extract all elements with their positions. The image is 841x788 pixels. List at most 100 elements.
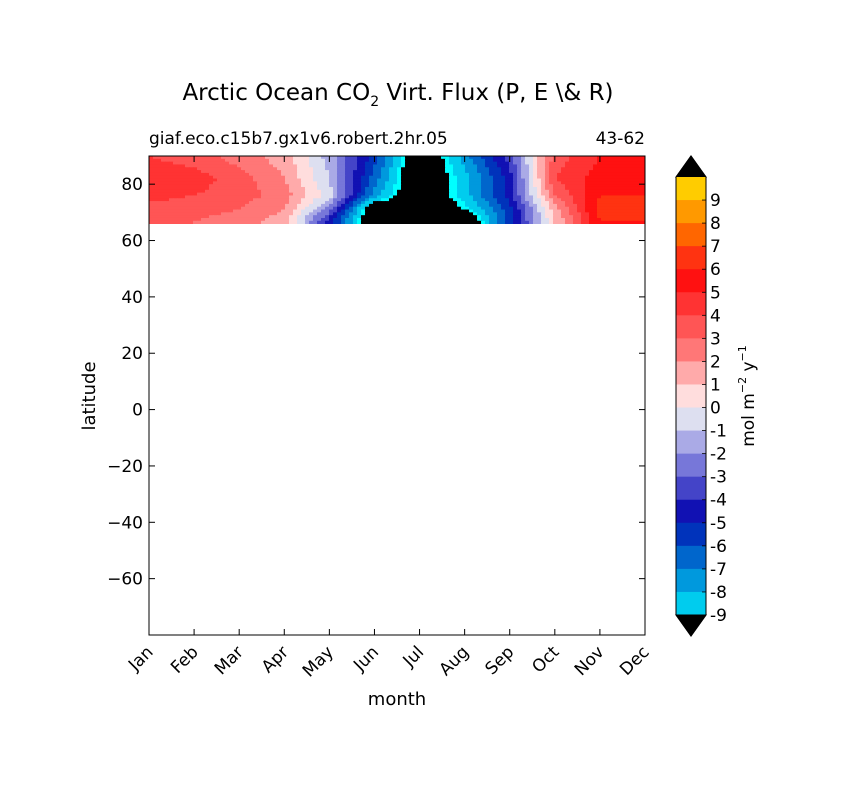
colorbar-bin	[676, 568, 706, 593]
heatmap-cell	[421, 212, 426, 216]
heatmap-cell	[321, 201, 326, 205]
heatmap-cell	[321, 164, 326, 168]
heatmap-cell	[477, 184, 482, 188]
heatmap-cell	[189, 184, 194, 188]
heatmap-cell	[197, 217, 202, 222]
heatmap-cell	[457, 201, 462, 205]
heatmap-cell	[517, 198, 522, 202]
heatmap-cell	[345, 184, 350, 188]
heatmap-cell	[521, 192, 526, 197]
heatmap-cell	[469, 158, 474, 163]
heatmap-cell	[165, 201, 170, 205]
heatmap-cell	[309, 220, 314, 224]
x-tick-label: Jul	[399, 642, 428, 671]
heatmap-cell	[157, 156, 162, 160]
heatmap-cell	[589, 209, 594, 213]
heatmap-cell	[149, 161, 154, 166]
heatmap-cell	[605, 178, 610, 182]
heatmap-cell	[345, 170, 350, 174]
heatmap-cell	[641, 167, 645, 171]
heatmap-cell	[193, 156, 198, 160]
heatmap-cell	[381, 189, 386, 194]
heatmap-cell	[473, 198, 478, 202]
heatmap-cell	[369, 220, 374, 224]
heatmap-cell	[369, 161, 374, 166]
heatmap-cell	[293, 192, 298, 197]
heatmap-cell	[417, 170, 422, 174]
heatmap-cell	[229, 184, 234, 188]
heatmap-cell	[189, 206, 194, 211]
heatmap-cell	[389, 203, 394, 208]
heatmap-cell	[193, 212, 198, 216]
heatmap-cell	[285, 206, 290, 211]
heatmap-cell	[317, 220, 322, 224]
heatmap-cell	[353, 164, 358, 168]
heatmap-cell	[165, 172, 170, 177]
heatmap-cell	[301, 170, 306, 174]
heatmap-cell	[365, 209, 370, 213]
heatmap-cell	[617, 215, 622, 219]
heatmap-cell	[245, 217, 250, 222]
heatmap-cell	[505, 215, 510, 219]
heatmap-cell	[181, 192, 186, 197]
heatmap-cell	[253, 181, 258, 185]
heatmap-cell	[309, 186, 314, 191]
heatmap-cell	[209, 201, 214, 205]
heatmap-cell	[553, 220, 558, 224]
heatmap-cell	[193, 215, 198, 219]
heatmap-cell	[609, 209, 614, 213]
heatmap-cell	[501, 209, 506, 213]
heatmap-cell	[217, 164, 222, 168]
heatmap-cell	[437, 189, 442, 194]
heatmap-cell	[401, 195, 406, 199]
heatmap-cell	[201, 203, 206, 208]
heatmap-cell	[557, 170, 562, 174]
heatmap-cell	[545, 206, 550, 211]
heatmap-cell	[477, 206, 482, 211]
heatmap-cell	[249, 195, 254, 199]
heatmap-cell	[429, 167, 434, 171]
heatmap-cell	[245, 220, 250, 224]
heatmap-cell	[237, 195, 242, 199]
heatmap-cell	[541, 201, 546, 205]
heatmap-cell	[429, 186, 434, 191]
heatmap-cell	[457, 184, 462, 188]
heatmap-cell	[389, 212, 394, 216]
heatmap-cell	[333, 158, 338, 163]
heatmap-cell	[473, 186, 478, 191]
heatmap-cell	[429, 192, 434, 197]
heatmap-cell	[549, 164, 554, 168]
heatmap-cell	[537, 158, 542, 163]
heatmap-cell	[337, 220, 342, 224]
heatmap-cell	[617, 206, 622, 211]
heatmap-cell	[169, 175, 174, 180]
heatmap-cell	[185, 175, 190, 180]
heatmap-cell	[245, 212, 250, 216]
heatmap-cell	[233, 181, 238, 185]
heatmap-cell	[461, 170, 466, 174]
heatmap-cell	[317, 158, 322, 163]
heatmap-cell	[469, 186, 474, 191]
heatmap-cell	[309, 209, 314, 213]
heatmap-cell	[277, 184, 282, 188]
heatmap-cell	[589, 184, 594, 188]
heatmap-cell	[317, 192, 322, 197]
heatmap-cell	[245, 172, 250, 177]
heatmap-cell	[533, 189, 538, 194]
heatmap-cell	[189, 161, 194, 166]
heatmap-cell	[329, 206, 334, 211]
heatmap-cell	[337, 167, 342, 171]
heatmap-cell	[445, 172, 450, 177]
heatmap-cell	[533, 186, 538, 191]
heatmap-cell	[581, 186, 586, 191]
heatmap-cell	[589, 161, 594, 166]
heatmap-cell	[597, 181, 602, 185]
heatmap-cell	[581, 172, 586, 177]
heatmap-cell	[293, 184, 298, 188]
heatmap-cell	[317, 195, 322, 199]
heatmap-cell	[633, 172, 638, 177]
heatmap-cell	[325, 178, 330, 182]
y-tick-label: −40	[107, 513, 143, 533]
heatmap-cell	[377, 181, 382, 185]
heatmap-cell	[285, 209, 290, 213]
